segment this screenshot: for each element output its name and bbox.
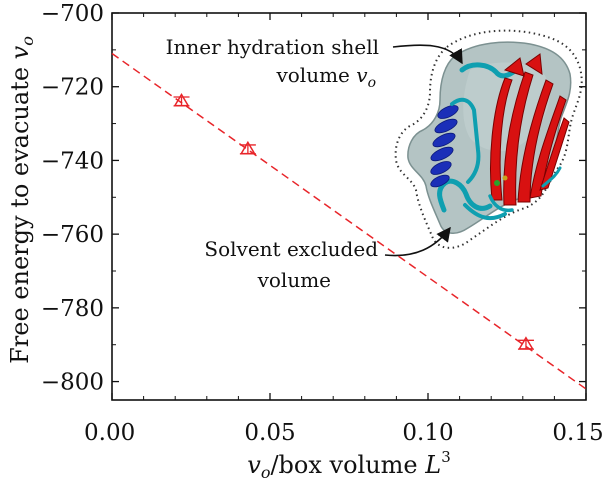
hydration-shell-arrow bbox=[392, 44, 463, 65]
data-point bbox=[239, 140, 256, 155]
protein-illustration bbox=[394, 29, 583, 249]
data-point bbox=[173, 92, 190, 107]
y-tick-label: −720 bbox=[41, 75, 104, 101]
y-tick-label: −800 bbox=[41, 370, 104, 396]
fit-line-layer bbox=[111, 52, 587, 390]
y-tick-label: −780 bbox=[41, 296, 104, 322]
axes: 0.00 0.05 0.10 0.15 −700 −720 −740 −760 −780 −800 bbox=[41, 1, 604, 446]
x-axis-label: vo/box volume L3 bbox=[247, 448, 450, 482]
y-axis-label: Free energy to evacuate vo bbox=[6, 36, 37, 364]
annotation-hydration-shell-line2: volume vo bbox=[275, 63, 376, 91]
annotation-solvent-excluded-line1: Solvent excluded bbox=[204, 237, 378, 261]
fit-line bbox=[111, 52, 587, 390]
x-tick-label: 0.00 bbox=[84, 420, 135, 446]
alpha-helix bbox=[430, 105, 459, 188]
solvent-excluded-arrow bbox=[384, 226, 451, 257]
data-points-layer bbox=[173, 92, 534, 350]
y-tick-label: −740 bbox=[41, 148, 104, 174]
y-tick-label: −700 bbox=[41, 1, 104, 27]
plot-frame bbox=[111, 12, 587, 401]
hydration-shell-outline bbox=[394, 29, 583, 249]
y-tick-label: −760 bbox=[41, 222, 104, 248]
beta-sheet bbox=[490, 53, 570, 206]
data-point bbox=[517, 336, 534, 350]
x-tick-label: 0.15 bbox=[552, 420, 603, 446]
x-tick-label: 0.05 bbox=[244, 420, 295, 446]
annotation-hydration-shell-line1: Inner hydration shell bbox=[166, 35, 379, 59]
annotation-solvent-excluded-line2: volume bbox=[257, 268, 331, 292]
x-tick-label: 0.10 bbox=[402, 420, 453, 446]
